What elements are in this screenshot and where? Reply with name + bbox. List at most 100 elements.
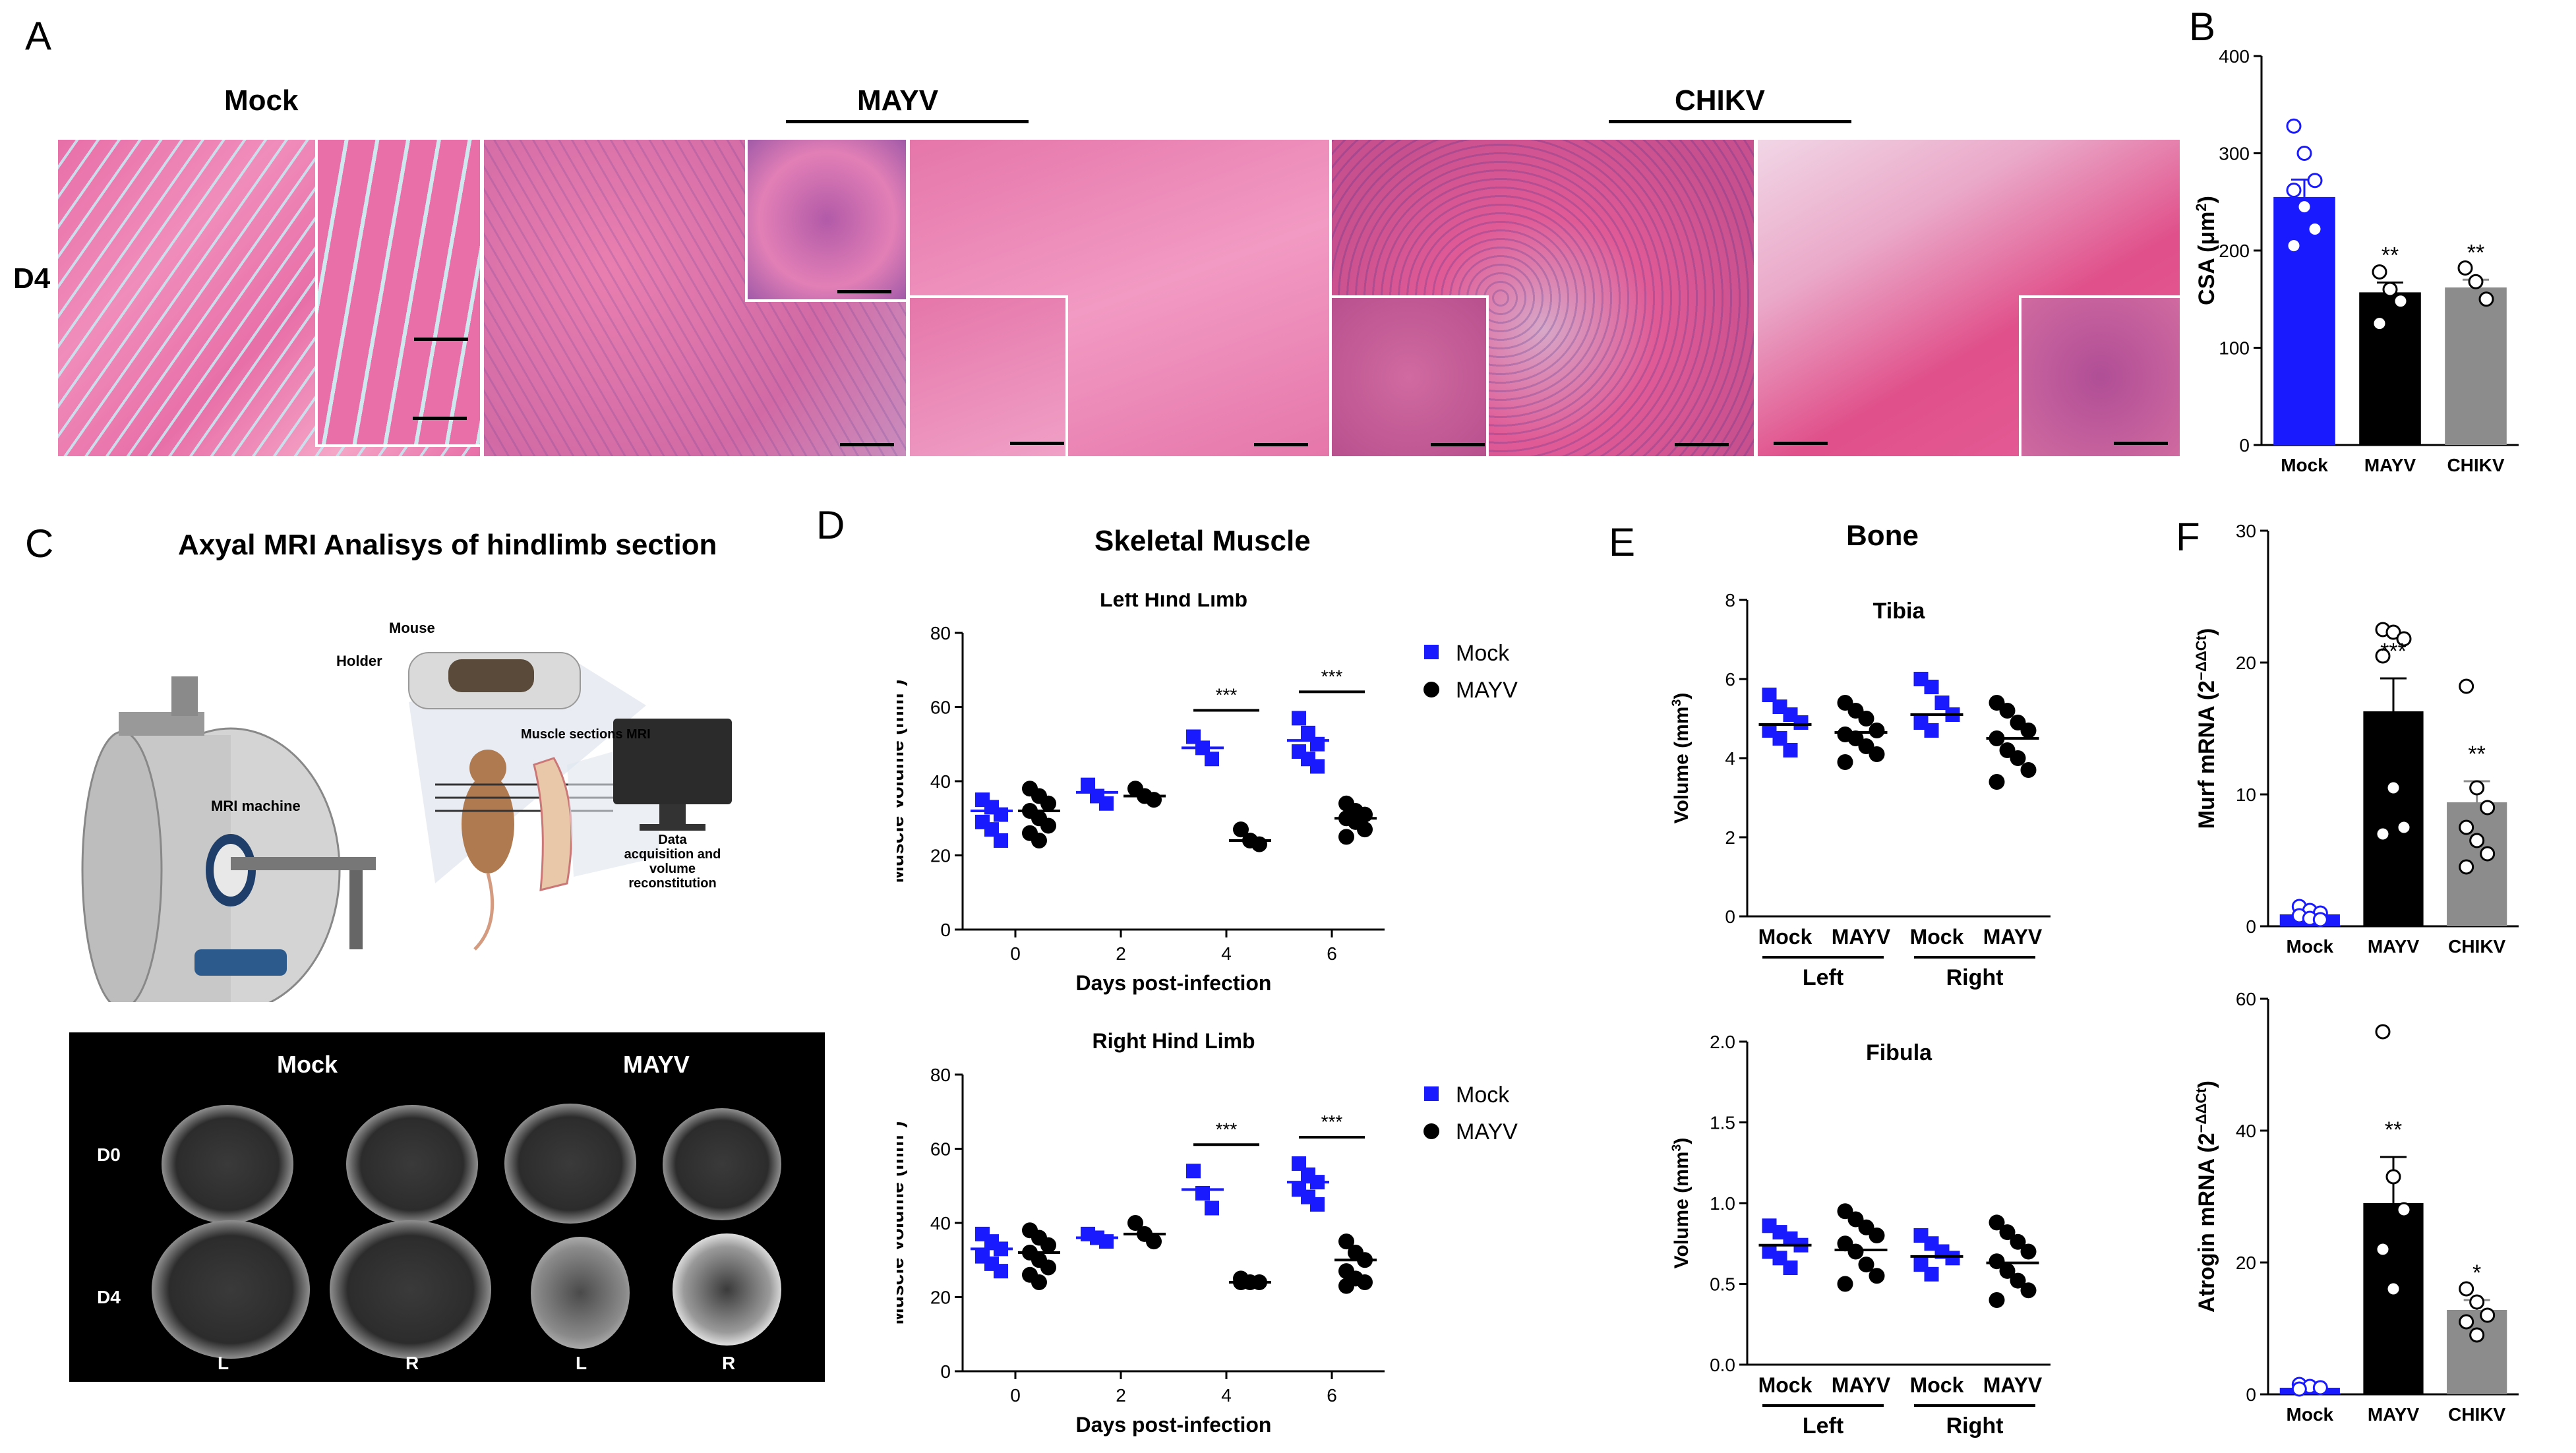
- histology-image-chikv-2: [1758, 140, 2180, 456]
- y-tick-label: 80: [930, 1065, 951, 1085]
- data-point-mock: [1310, 759, 1325, 774]
- y-tick-label: 4: [1725, 748, 1735, 769]
- data-point-mayv: [1040, 795, 1056, 812]
- label-muscle-sections: Muscle sections MRI: [521, 727, 651, 742]
- data-point-mock: [1081, 777, 1095, 792]
- mri-side-l2: L: [576, 1353, 587, 1373]
- y-tick-label: 1.5: [1710, 1112, 1735, 1133]
- mri-section-mock-l-d4: [152, 1220, 310, 1359]
- data-point-mock: [1924, 680, 1939, 694]
- data-point: [2385, 780, 2401, 796]
- data-point-mayv: [1869, 1268, 1885, 1284]
- data-point: [2459, 819, 2474, 835]
- panel-letter-b: B: [2189, 5, 2216, 49]
- data-point: [2307, 173, 2323, 189]
- data-point-mock: [1205, 1201, 1219, 1216]
- data-point: [2286, 118, 2302, 134]
- significance-label: ***: [1216, 1119, 1238, 1139]
- data-point-mock: [1783, 1260, 1798, 1275]
- chart-fibula-volume: Fibula 0.0 0.5 1.0 1.5 2.0 Volume (mm3) Mock MAY…: [1669, 1032, 2051, 1438]
- legend-label: MAYV: [1456, 678, 1518, 703]
- mri-section-mayv-l-d0: [504, 1104, 636, 1224]
- histology-inset: [910, 295, 1068, 456]
- y-tick-label: 60: [930, 697, 951, 717]
- data-point: [2396, 819, 2412, 835]
- x-tick-label: Mock: [1910, 925, 1964, 949]
- y-tick-label: 6: [1725, 669, 1735, 690]
- x-tick-label: 2: [1116, 943, 1126, 964]
- y-axis-label: Volume (mm3): [1669, 693, 1692, 824]
- significance-label: **: [2381, 243, 2399, 268]
- mayv-group-line: [786, 120, 1029, 123]
- data-point-mayv: [1999, 703, 2016, 719]
- data-point-mayv: [1858, 711, 1874, 726]
- data-point-mayv: [1233, 821, 1249, 838]
- data-point: [2459, 859, 2474, 875]
- chart-title: Tibia: [1873, 599, 1926, 624]
- y-tick-label: 2.0: [1710, 1032, 1735, 1052]
- data-point: [2469, 780, 2485, 796]
- data-point: [2480, 800, 2496, 815]
- significance-label: ***: [1216, 685, 1238, 705]
- panel-letter-d: D: [816, 503, 845, 547]
- data-point-mayv: [1146, 792, 1162, 808]
- x-tick-label: 4: [1221, 943, 1232, 964]
- x-axis-label: Days post-infection: [1076, 971, 1272, 995]
- x-tick-label: Mock: [1910, 1373, 1964, 1397]
- y-tick-label: 60: [2236, 989, 2256, 1009]
- data-point-mock: [1934, 696, 1950, 710]
- y-tick-label: 2: [1725, 827, 1735, 848]
- data-point-mayv: [1858, 1257, 1874, 1273]
- label-mri-machine: MRI machine: [211, 798, 301, 814]
- significance-label: **: [2385, 1117, 2402, 1142]
- significance-label: ***: [1321, 666, 1343, 686]
- mri-section-mock-l-d0: [162, 1105, 293, 1224]
- data-point: [2396, 631, 2412, 647]
- bar-mayv: [2363, 711, 2424, 926]
- data-point: [2372, 316, 2387, 332]
- x-tick-label: CHIKV: [2448, 936, 2505, 957]
- mri-section-mayv-l-d4: [531, 1237, 630, 1349]
- data-point-mock: [1186, 1164, 1201, 1179]
- histology-image-mayv-2: [910, 140, 1329, 456]
- chart-title: Right Hind Limb: [1092, 1029, 1255, 1053]
- data-point: [2382, 282, 2398, 297]
- data-point-mayv: [1040, 1237, 1056, 1253]
- data-point-mayv: [1837, 754, 1853, 770]
- y-tick-label: 20: [930, 1287, 951, 1307]
- mri-section-mayv-r-d0: [663, 1108, 781, 1220]
- histology-image-chikv-1: [1332, 140, 1754, 456]
- significance-label: ***: [1321, 1112, 1343, 1132]
- bar-chikv: [2447, 802, 2507, 926]
- data-point-mock: [1099, 796, 1114, 811]
- data-point-mock: [1924, 1266, 1939, 1282]
- x-tick-label: MAYV: [1983, 925, 2043, 949]
- chart-tibia-volume: Tibia 0 2 4 6 8 Volume (mm3) Mock MAYV Mock MAYV Le…: [1669, 590, 2051, 990]
- group-label: Right: [1946, 1413, 2004, 1438]
- data-point-mock: [1205, 752, 1219, 767]
- y-tick-label: 20: [2236, 653, 2256, 673]
- data-point-mayv: [1251, 836, 1267, 852]
- y-axis-label: Muscle Volume (mm3): [897, 680, 908, 883]
- significance-label: *: [2472, 1260, 2481, 1286]
- x-axis-label: Days post-infection: [1076, 1413, 1272, 1437]
- panel-d-title: Skeletal Muscle: [1094, 525, 1311, 557]
- label-data-4: reconstitution: [628, 876, 716, 891]
- data-point-mayv: [1989, 1253, 2005, 1270]
- significance-label: **: [2467, 240, 2484, 265]
- y-axis-label: Murf mRNA (2−ΔΔCt): [2196, 628, 2219, 829]
- y-tick-label: 0: [940, 1361, 951, 1382]
- data-point-mock: [1301, 725, 1315, 740]
- legend-label: Mock: [1456, 641, 1510, 666]
- data-point-mayv: [1869, 746, 1885, 762]
- legend-label: Mock: [1456, 1082, 1510, 1108]
- y-tick-label: 60: [930, 1139, 951, 1159]
- group-label-mayv: MAYV: [857, 84, 939, 117]
- data-point-mock: [1099, 1234, 1114, 1249]
- bar-mayv: [2359, 292, 2421, 445]
- data-point-mock: [1762, 688, 1777, 702]
- data-point-mayv: [1040, 817, 1056, 834]
- data-point-mayv: [2010, 1233, 2026, 1250]
- y-axis-label: Muscle Volume (mm3): [897, 1121, 908, 1325]
- chart-csa-bar: 0 100 200 300 400 CSA (μm2) Mock MAYV ** CHIKV **: [2196, 46, 2519, 475]
